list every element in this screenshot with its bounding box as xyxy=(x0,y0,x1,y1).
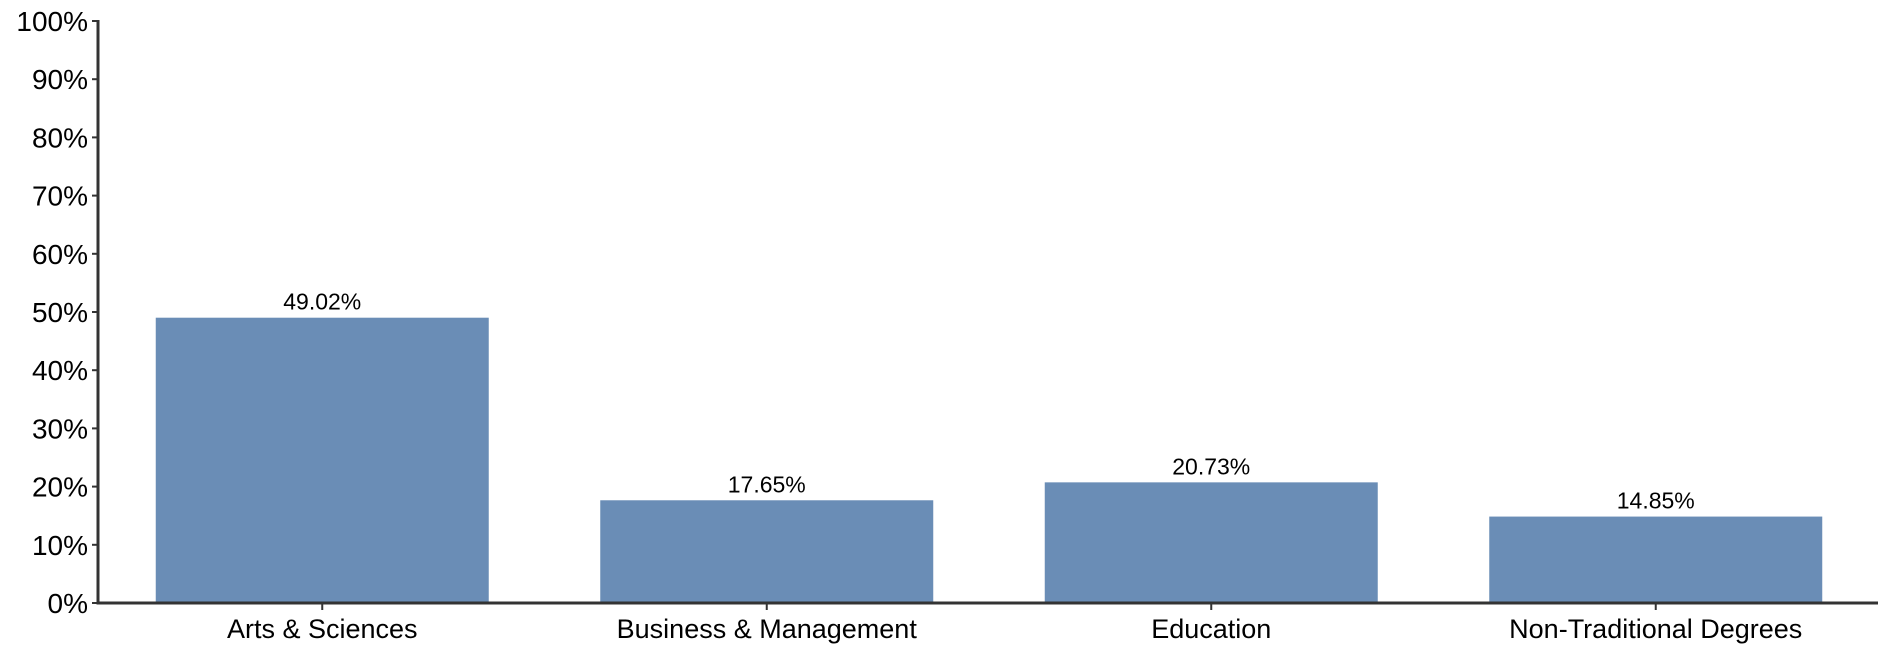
y-tick-label: 60% xyxy=(32,239,88,270)
data-label: 49.02% xyxy=(283,289,361,315)
y-axis-tick-labels: 0% 10% 20% 30% 40% 50% 60% 70% 80% 90% 100% xyxy=(16,6,88,619)
y-tick-label: 50% xyxy=(32,297,88,328)
y-tick-label: 90% xyxy=(32,64,88,95)
data-label: 20.73% xyxy=(1172,453,1250,479)
x-category-label: Non-Traditional Degrees xyxy=(1509,614,1802,644)
x-category-label: Education xyxy=(1151,614,1271,644)
bar-2 xyxy=(1044,482,1378,603)
bar-1 xyxy=(600,500,934,603)
data-labels: 49.02% 17.65% 20.73% 14.85% xyxy=(283,289,1695,514)
y-tick-label: 40% xyxy=(32,355,88,386)
y-tick-label: 80% xyxy=(32,122,88,153)
x-axis-category-labels: Arts & Sciences Business & Management Educ… xyxy=(227,614,1802,644)
data-label: 14.85% xyxy=(1617,488,1695,514)
y-tick-label: 70% xyxy=(32,181,88,212)
y-tick-label: 10% xyxy=(32,530,88,561)
data-label: 17.65% xyxy=(728,471,806,497)
y-tick-label: 0% xyxy=(48,588,88,619)
x-category-label: Business & Management xyxy=(617,614,918,644)
y-tick-label: 20% xyxy=(32,472,88,503)
y-tick-label: 30% xyxy=(32,413,88,444)
y-tick-label: 100% xyxy=(16,6,88,37)
x-category-label: Arts & Sciences xyxy=(227,614,418,644)
bar-3 xyxy=(1489,516,1823,603)
bars xyxy=(155,317,1823,603)
bar-0 xyxy=(155,317,489,603)
